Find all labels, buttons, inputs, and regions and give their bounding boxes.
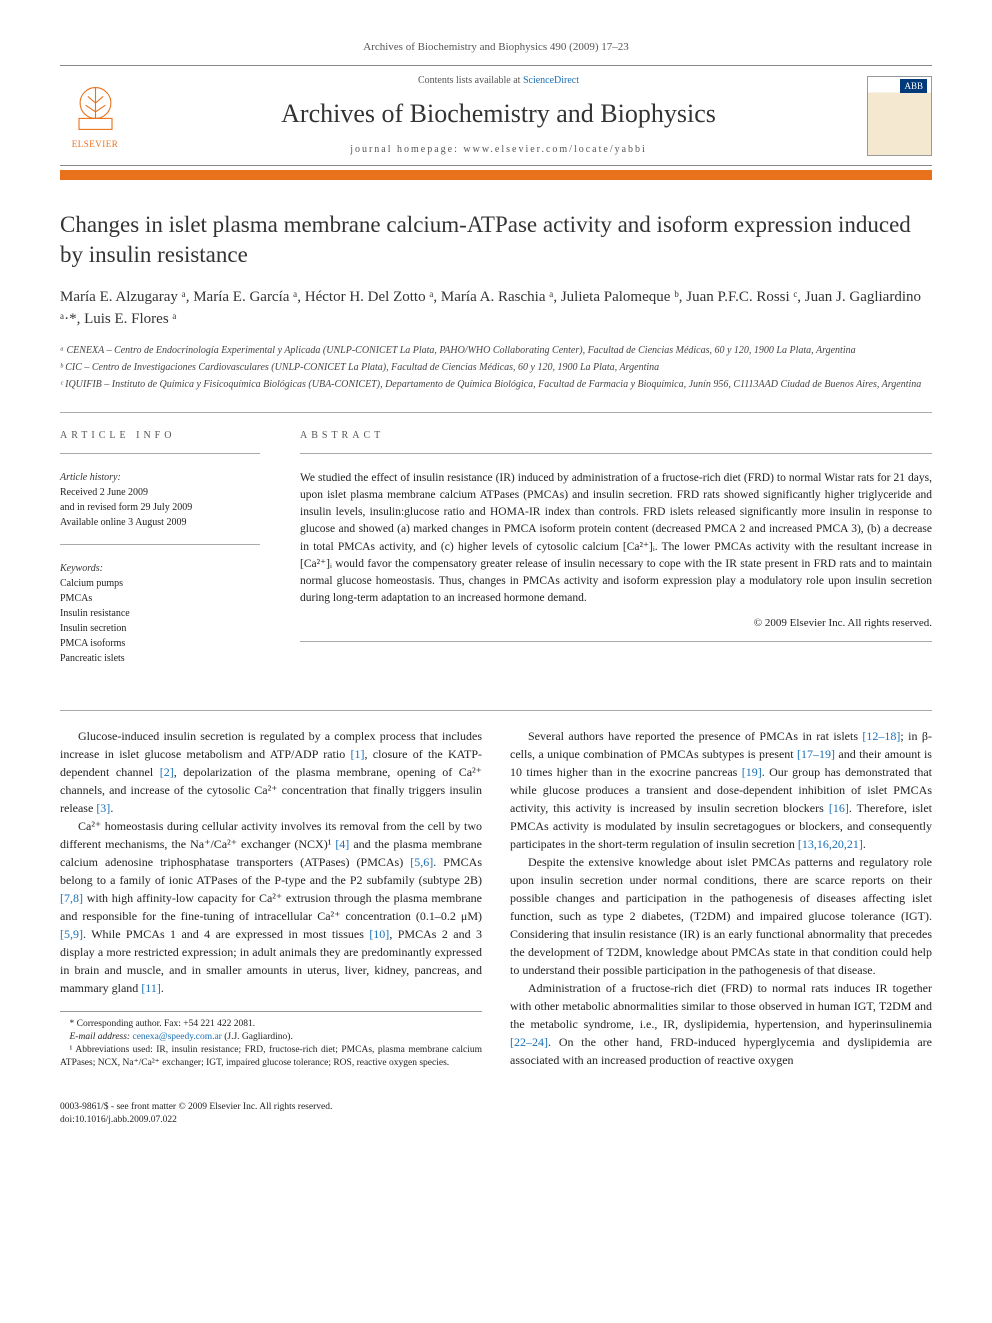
corr-email[interactable]: cenexa@speedy.com.ar [132, 1032, 221, 1042]
corr-email-line: E-mail address: cenexa@speedy.com.ar (J.… [60, 1031, 482, 1044]
contents-prefix: Contents lists available at [418, 75, 523, 86]
sciencedirect-link[interactable]: ScienceDirect [523, 75, 579, 86]
article-title: Changes in islet plasma membrane calcium… [60, 210, 932, 270]
journal-banner: ELSEVIER Contents lists available at Sci… [60, 65, 932, 165]
abbreviations-line: ¹ Abbreviations used: IR, insulin resist… [60, 1044, 482, 1071]
running-header: Archives of Biochemistry and Biophysics … [60, 40, 932, 55]
history-online: Available online 3 August 2009 [60, 515, 260, 530]
keyword: PMCA isoforms [60, 636, 260, 651]
body-text: Glucose-induced insulin secretion is reg… [60, 727, 932, 1071]
elsevier-tree-icon [68, 81, 123, 136]
banner-center: Contents lists available at ScienceDirec… [142, 74, 855, 156]
body-para: Administration of a fructose-rich diet (… [510, 979, 932, 1069]
journal-name: Archives of Biochemistry and Biophysics [142, 96, 855, 132]
history-revised: and in revised form 29 July 2009 [60, 500, 260, 515]
keyword: Pancreatic islets [60, 651, 260, 666]
info-divider [60, 544, 260, 545]
affiliations: ᵃ CENEXA – Centro de Endocrinología Expe… [60, 343, 932, 392]
body-para: Despite the extensive knowledge about is… [510, 853, 932, 979]
doi-line: doi:10.1016/j.abb.2009.07.022 [60, 1114, 932, 1127]
keyword: Insulin resistance [60, 606, 260, 621]
body-top-divider [60, 710, 932, 711]
homepage-line: journal homepage: www.elsevier.com/locat… [142, 143, 855, 157]
body-para: Ca²⁺ homeostasis during cellular activit… [60, 817, 482, 997]
keyword: Insulin secretion [60, 621, 260, 636]
affiliation-b: ᵇ CIC – Centro de Investigaciones Cardio… [60, 360, 932, 375]
doi-footer: 0003-9861/$ - see front matter © 2009 El… [60, 1101, 932, 1128]
article-info-col: ARTICLE INFO Article history: Received 2… [60, 429, 260, 680]
history-label: Article history: [60, 470, 260, 485]
history-received: Received 2 June 2009 [60, 485, 260, 500]
corresponding-footer: * Corresponding author. Fax: +54 221 422… [60, 1011, 482, 1071]
keywords-block: Keywords: Calcium pumps PMCAs Insulin re… [60, 561, 260, 666]
elsevier-logo: ELSEVIER [60, 78, 130, 153]
info-abstract-row: ARTICLE INFO Article history: Received 2… [60, 429, 932, 680]
homepage-prefix: journal homepage: [350, 144, 463, 155]
section-divider [60, 412, 932, 413]
article-info-heading: ARTICLE INFO [60, 429, 260, 443]
orange-divider-bar [60, 170, 932, 180]
abstract-heading: ABSTRACT [300, 429, 932, 443]
journal-cover-thumb [867, 76, 932, 156]
affiliation-c: ᶜ IQUIFIB – Instituto de Química y Fisic… [60, 377, 932, 392]
keyword: PMCAs [60, 591, 260, 606]
corr-email-name: (J.J. Gagliardino). [222, 1032, 293, 1042]
author-list: María E. Alzugaray ᵃ, María E. García ᵃ,… [60, 286, 932, 331]
affiliation-a: ᵃ CENEXA – Centro de Endocrinología Expe… [60, 343, 932, 358]
body-para: Several authors have reported the presen… [510, 727, 932, 853]
issn-line: 0003-9861/$ - see front matter © 2009 El… [60, 1101, 932, 1114]
info-divider [60, 453, 260, 454]
keyword: Calcium pumps [60, 576, 260, 591]
abstract-copyright: © 2009 Elsevier Inc. All rights reserved… [300, 616, 932, 631]
keywords-label: Keywords: [60, 561, 260, 576]
abstract-divider [300, 453, 932, 454]
contents-line: Contents lists available at ScienceDirec… [142, 74, 855, 88]
body-para: Glucose-induced insulin secretion is reg… [60, 727, 482, 817]
abstract-col: ABSTRACT We studied the effect of insuli… [300, 429, 932, 680]
email-label: E-mail address: [70, 1032, 133, 1042]
elsevier-label: ELSEVIER [72, 138, 119, 151]
homepage-url[interactable]: www.elsevier.com/locate/yabbi [463, 144, 646, 155]
abstract-bottom-divider [300, 641, 932, 642]
abstract-text: We studied the effect of insulin resista… [300, 470, 932, 608]
corr-author-line: * Corresponding author. Fax: +54 221 422… [60, 1018, 482, 1031]
article-history: Article history: Received 2 June 2009 an… [60, 470, 260, 530]
